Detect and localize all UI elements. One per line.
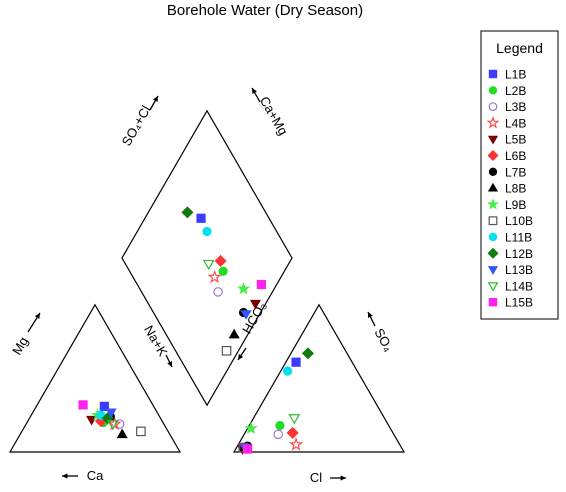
legend-marker-L2B [488, 86, 498, 95]
legend-label-L6B: L6B [505, 149, 526, 163]
legend-label-L11B: L11B [505, 231, 532, 245]
diamond-point-L12B [181, 206, 194, 219]
series-L7B [105, 307, 253, 451]
legend-marker-L1B [488, 69, 498, 79]
diamond-point-L9B [237, 282, 251, 295]
arrow-mg-head [34, 313, 40, 319]
legend-marker-L6B [487, 149, 499, 162]
legend-label-L10B: L10B [505, 214, 533, 228]
axis-label-ca: Ca [87, 468, 104, 483]
legend-label-L9B: L9B [505, 198, 526, 212]
arrow-na-k-head [167, 361, 172, 367]
legend-marker-L4B [486, 115, 500, 129]
cation-point-L1B [99, 401, 109, 411]
cation-point-L5B [86, 415, 98, 426]
arrow-ca-head [62, 473, 68, 479]
legend-marker-L10B [488, 216, 498, 226]
axis-label-so4-cl: SO₄+Cl [119, 103, 154, 149]
axis-label-na-k: Na+K [141, 323, 171, 359]
legend-label-L4B: L4B [505, 116, 526, 130]
legend-marker-L14B [487, 282, 499, 292]
anion-point-L6B [286, 426, 299, 439]
series-L6B [94, 254, 299, 439]
anion-point-L4B [288, 437, 304, 451]
series-L2B [98, 266, 285, 431]
diamond-point-L10B [221, 345, 232, 356]
legend-marker-L11B [488, 232, 498, 242]
arrow-cl-head [340, 475, 346, 481]
anion-point-L11B [282, 366, 293, 376]
series-L1B [99, 213, 301, 411]
legend-title: Legend [496, 40, 543, 56]
legend-label-L13B: L13B [505, 263, 533, 277]
diamond-point-L4B [207, 269, 222, 284]
axis-label-so4: SO₄ [371, 326, 396, 354]
anion-point-L12B [301, 347, 314, 360]
series-L13B [105, 310, 252, 454]
legend-marker-L13B [487, 266, 499, 275]
arrow-ca-mg-head [252, 88, 257, 94]
anion-point-L9B [244, 421, 258, 434]
legend-marker-L12B [487, 247, 499, 259]
series-L4B [107, 269, 304, 451]
axis-label-ca-mg: Ca+Mg [257, 94, 291, 138]
data-points [78, 206, 314, 455]
anion-point-L1B [291, 357, 301, 367]
series-L15B [78, 279, 267, 454]
legend-label-L14B: L14B [505, 279, 533, 293]
series-L5B [86, 299, 261, 455]
legend-marker-L8B [487, 182, 499, 192]
legend-marker-L3B [488, 102, 498, 111]
arrow-so4-cl-head [153, 96, 158, 102]
legend-marker-L9B [486, 198, 500, 210]
legend-label-L5B: L5B [505, 133, 526, 147]
legend-label-L2B: L2B [505, 84, 526, 98]
legend-label-L12B: L12B [505, 247, 533, 261]
anion-triangle [232, 303, 406, 453]
diamond-point-L14B [202, 259, 215, 271]
anion-point-L3B [273, 429, 283, 440]
legend-label-L3B: L3B [505, 100, 526, 114]
diamond-point-L15B [256, 279, 267, 290]
cation-point-L13B [105, 408, 117, 419]
legend-label-L1B: L1B [505, 68, 526, 82]
plot-frames [8, 109, 406, 453]
anion-point-L14B [288, 414, 301, 425]
cation-point-L15B [78, 400, 88, 410]
diamond-point-L5B [249, 299, 261, 310]
legend-marker-L7B [488, 167, 498, 176]
series-L9B [91, 282, 258, 434]
legend: Legend L1BL2BL3BL4BL5BL6BL7BL8BL9BL10BL1… [480, 30, 559, 320]
diamond-point-L1B [196, 213, 206, 223]
cation-point-L8B [116, 428, 128, 439]
arrow-hco3-head [238, 354, 244, 360]
axis-label-cl: Cl [310, 470, 322, 485]
diamond-point-L11B [202, 226, 212, 237]
series-L14B [106, 259, 301, 431]
series-L10B [136, 345, 249, 453]
diamond-point-L13B [240, 310, 252, 320]
cation-point-L10B [136, 426, 146, 437]
axis-label-mg: Mg [9, 334, 31, 357]
legend-label-L7B: L7B [505, 165, 526, 179]
cation-triangle [8, 303, 182, 453]
series-L11B [96, 226, 293, 420]
diamond-point-L3B [213, 287, 223, 297]
cation-point-L14B [106, 420, 119, 431]
anion-point-L2B [275, 420, 285, 431]
diamond-point-L8B [228, 328, 240, 339]
anion-point-L15B [242, 444, 253, 454]
legend-label-L15B: L15B [505, 296, 533, 310]
legend-items: L1B L2B L3B L4B L5B L6B L7B L8B L9B L10B L11B L12B L… [486, 68, 533, 310]
diamond-field [121, 109, 293, 407]
legend-label-L8B: L8B [505, 182, 526, 196]
chart-title: Borehole Water (Dry Season) [167, 2, 363, 19]
legend-marker-L15B [488, 297, 498, 307]
diamond-point-L6B [214, 254, 227, 267]
arrow-so4-head [368, 312, 373, 318]
legend-marker-L5B [487, 135, 499, 145]
diamond-point-L2B [218, 266, 228, 276]
